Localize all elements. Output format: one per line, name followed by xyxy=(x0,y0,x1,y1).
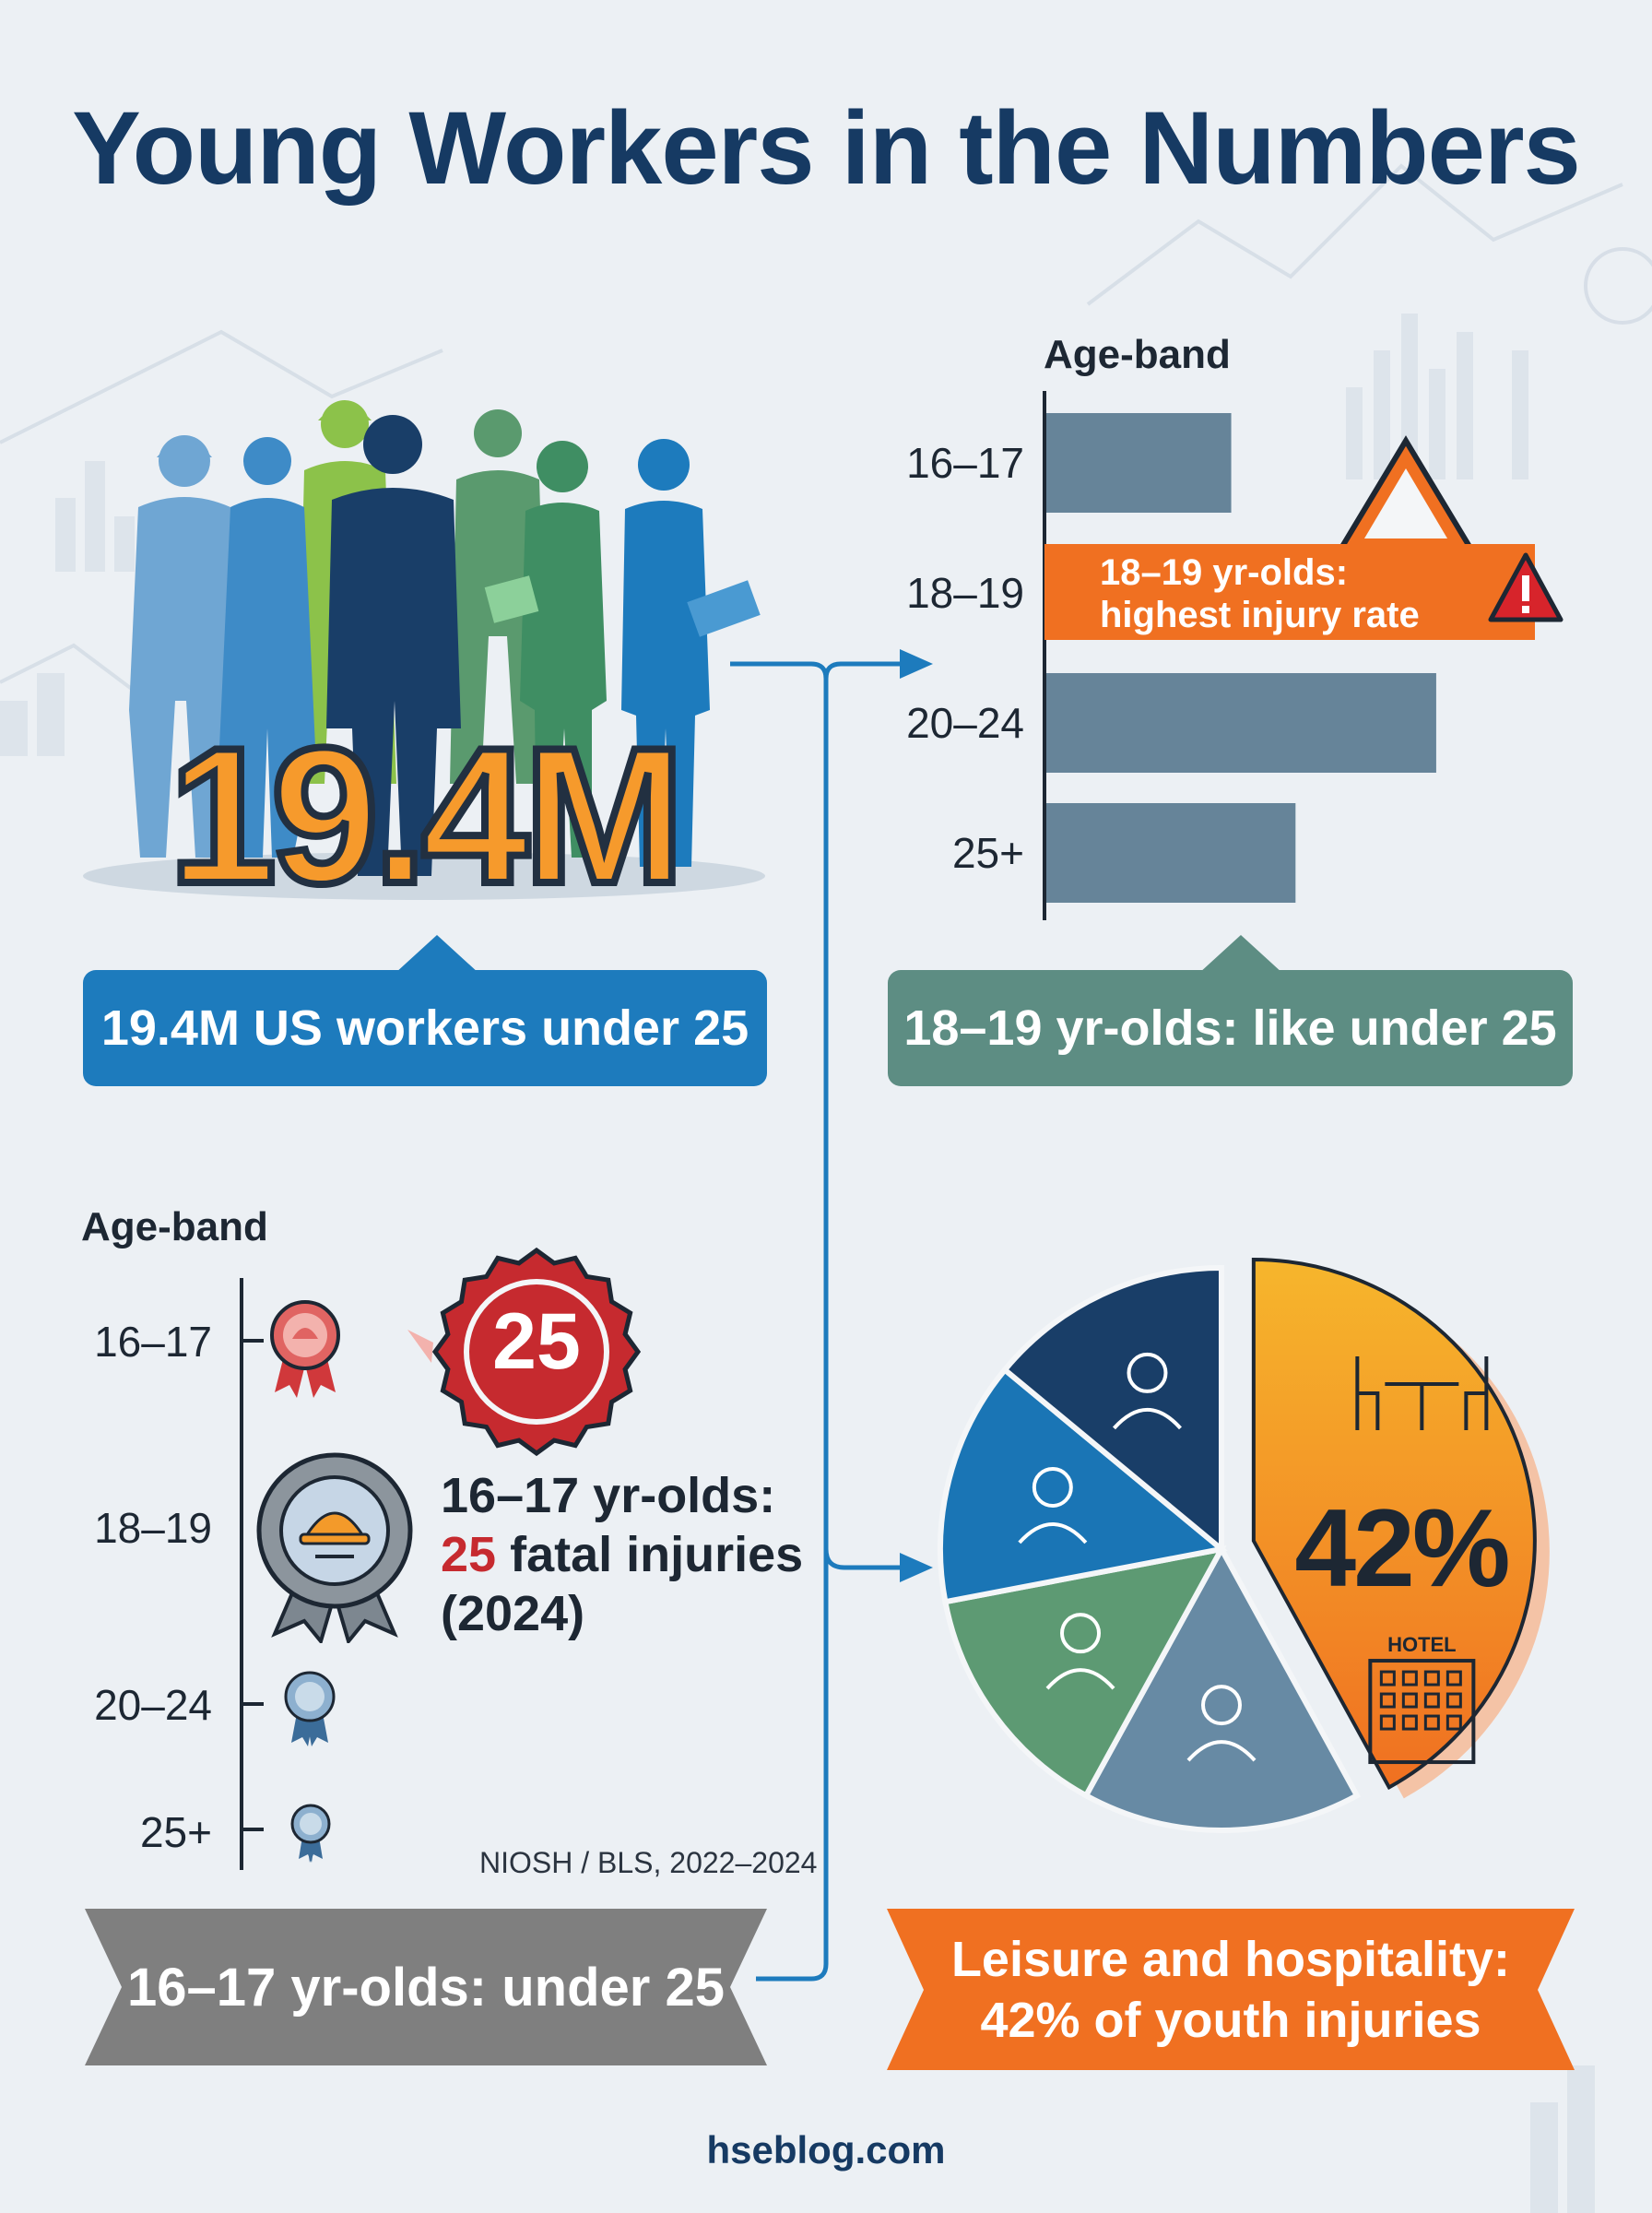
worker-construction-blue xyxy=(129,435,240,858)
fatal-category-label: 18–19 xyxy=(94,1504,212,1552)
pie-slice-4 xyxy=(1000,1264,1224,1556)
worker-man-clipboard xyxy=(621,439,761,867)
bar-axis-title: Age-band xyxy=(1044,332,1231,377)
warning-triangle-icon xyxy=(1337,435,1475,552)
fatal-description: 16–17 yr-olds: 25 fatal injuries (2024) xyxy=(441,1466,828,1643)
bar-25+ xyxy=(1046,803,1296,903)
chef-icon xyxy=(1045,1613,1115,1690)
pie-slice-1 xyxy=(1081,1543,1362,1833)
site-credit: hseblog.com xyxy=(706,2128,946,2172)
worker-navy-suit xyxy=(326,415,461,876)
fatal-count-value: 25 xyxy=(492,1297,581,1386)
bar-category-label: 25+ xyxy=(952,829,1024,877)
fatal-suffix: fatal injuries xyxy=(496,1527,804,1582)
worker-apron xyxy=(219,437,315,858)
worker-woman-tablet xyxy=(484,441,607,858)
fatal-category-label: 20–24 xyxy=(94,1681,212,1729)
fatal-value: 25 xyxy=(441,1527,497,1582)
callout-pointer xyxy=(1198,935,1283,974)
pie-footer-line1: Leisure and hospitality: xyxy=(950,1931,1511,1987)
bar-20–24 xyxy=(1046,673,1436,773)
dining-table-icon: HOTEL xyxy=(1355,1356,1489,1765)
highest-rate-banner: 18–19 yr-olds: highest injury rate xyxy=(1044,544,1535,640)
large-medal-icon xyxy=(256,1452,413,1643)
source-note: NIOSH / BLS, 2022–2024 xyxy=(479,1846,818,1879)
fatal-axis-and-medals xyxy=(240,1278,340,1870)
medal-icon-20-24 xyxy=(284,1671,336,1746)
fatal-line2: 25 fatal injuries xyxy=(441,1525,828,1584)
workers-total-caption: 19.4M US workers under 25 xyxy=(83,970,767,1086)
pie-highlight-value: 42% xyxy=(1294,1486,1510,1610)
bar-category-label: 16–17 xyxy=(906,439,1024,487)
fatal-footer: 16–17 yr-olds: under 25 xyxy=(127,1957,725,2018)
callout-pointer xyxy=(395,935,479,974)
gray-ribbon xyxy=(85,1909,767,2065)
page-title: Young Workers in the Numbers xyxy=(72,90,1581,206)
fatal-category-label: 25+ xyxy=(139,1808,212,1856)
fatal-category-label: 16–17 xyxy=(94,1318,212,1366)
age-band-bar-chart: 16–17 18–19 20–24 25+ xyxy=(906,391,1436,920)
pie-slice-3 xyxy=(938,1366,1228,1605)
fatal-line1: 16–17 yr-olds: xyxy=(441,1468,776,1523)
workers-silhouettes xyxy=(83,400,765,900)
banner-line2: highest injury rate xyxy=(1100,595,1420,635)
bar-category-label: 20–24 xyxy=(906,699,1024,747)
bar-category-label: 18–19 xyxy=(906,569,1024,617)
orange-ribbon xyxy=(887,1909,1575,2070)
medal-icon-25-plus xyxy=(290,1804,331,1863)
pie-slice-2 xyxy=(941,1544,1227,1800)
dinner-plate-icon xyxy=(1018,1466,1088,1544)
connector-arrows xyxy=(730,649,933,1982)
banner-line1: 18–19 yr-olds: xyxy=(1100,552,1349,593)
building-icon xyxy=(1186,1685,1257,1762)
workers-total-figure: 19.4M xyxy=(165,707,689,924)
pie-footer: Leisure and hospitality: 42% of youth in… xyxy=(887,1909,1575,2070)
alert-icon xyxy=(1488,552,1564,622)
fatal-axis-title: Age-band xyxy=(81,1204,268,1249)
youth-injury-pie-chart: HOTEL xyxy=(938,1258,1550,1833)
hotel-sign-text: HOTEL xyxy=(1387,1633,1457,1656)
pie-footer-line2: 42% of youth injuries xyxy=(980,1992,1481,2048)
fatal-count-badge xyxy=(407,1247,642,1457)
worker-green xyxy=(450,409,549,784)
fatal-line3: (2024) xyxy=(441,1586,585,1641)
medal-icon-16-17 xyxy=(270,1300,340,1398)
server-woman-icon xyxy=(1112,1352,1182,1430)
bar-16–17 xyxy=(1046,413,1232,513)
bar-panel-caption: 18–19 yr-olds: like under 25 xyxy=(888,970,1573,1086)
